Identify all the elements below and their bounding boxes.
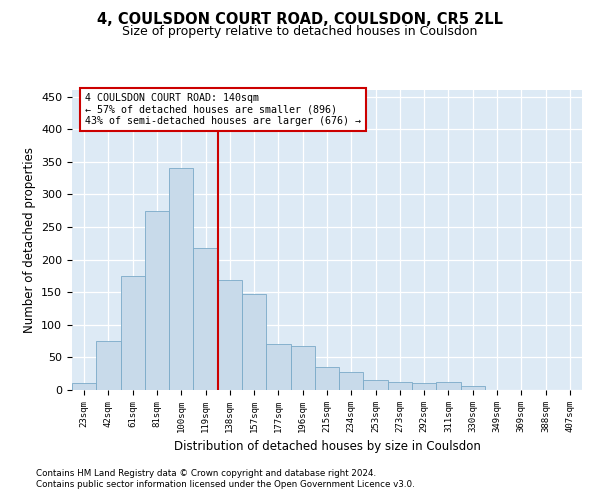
Bar: [339, 372, 364, 390]
Text: Contains public sector information licensed under the Open Government Licence v3: Contains public sector information licen…: [36, 480, 415, 489]
Bar: [412, 383, 436, 390]
Bar: [315, 367, 339, 390]
Text: Contains HM Land Registry data © Crown copyright and database right 2024.: Contains HM Land Registry data © Crown c…: [36, 468, 376, 477]
Bar: [242, 294, 266, 390]
Text: 4, COULSDON COURT ROAD, COULSDON, CR5 2LL: 4, COULSDON COURT ROAD, COULSDON, CR5 2L…: [97, 12, 503, 28]
Bar: [218, 280, 242, 390]
Bar: [169, 168, 193, 390]
Bar: [145, 210, 169, 390]
Bar: [193, 248, 218, 390]
Bar: [436, 382, 461, 390]
Bar: [121, 276, 145, 390]
Bar: [290, 346, 315, 390]
Text: 4 COULSDON COURT ROAD: 140sqm
← 57% of detached houses are smaller (896)
43% of : 4 COULSDON COURT ROAD: 140sqm ← 57% of d…: [85, 94, 361, 126]
Bar: [388, 382, 412, 390]
Bar: [72, 384, 96, 390]
Bar: [96, 341, 121, 390]
Y-axis label: Number of detached properties: Number of detached properties: [23, 147, 35, 333]
Bar: [461, 386, 485, 390]
Bar: [364, 380, 388, 390]
Bar: [266, 344, 290, 390]
X-axis label: Distribution of detached houses by size in Coulsdon: Distribution of detached houses by size …: [173, 440, 481, 454]
Text: Size of property relative to detached houses in Coulsdon: Size of property relative to detached ho…: [122, 25, 478, 38]
